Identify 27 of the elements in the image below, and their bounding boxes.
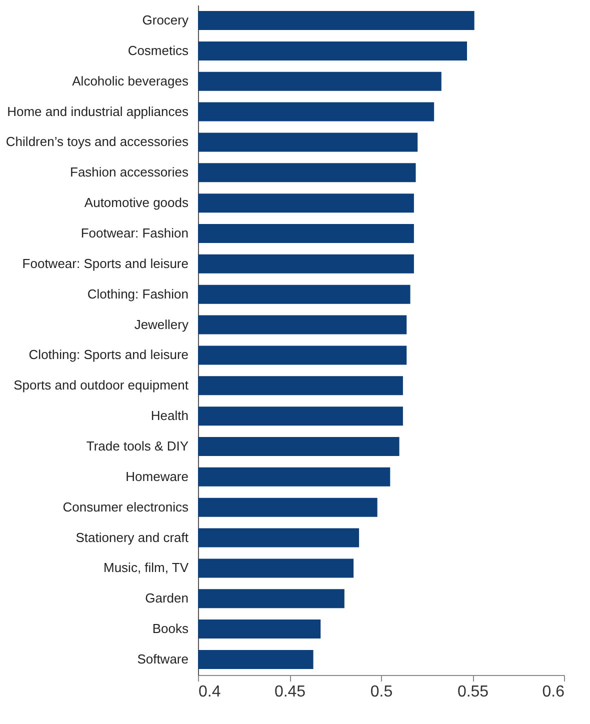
y-tick-label: Fashion accessories	[70, 164, 189, 180]
y-tick-label: Software	[137, 651, 188, 666]
y-tick-label: Consumer electronics	[62, 499, 189, 514]
y-tick-label: Trade tools & DIY	[86, 438, 189, 454]
x-tick-label: 0.6	[542, 684, 565, 700]
y-tick-label: Footwear: Fashion	[80, 226, 188, 241]
y-tick-label: Homeware	[126, 468, 188, 484]
x-tick-label: 0.55	[457, 684, 489, 700]
y-tick-label: Grocery	[142, 12, 189, 28]
y-tick-label: Automotive goods	[84, 195, 189, 210]
y-tick-label: Health	[150, 408, 188, 424]
y-tick-label: Clothing: Sports and leisure	[28, 347, 188, 362]
y-tick-label: Music, film, TV	[104, 560, 189, 576]
y-tick-label: Footwear: Sports and leisure	[22, 256, 188, 271]
y-tick-label: Cosmetics	[128, 42, 189, 58]
x-tick-label: 0.45	[274, 684, 306, 700]
y-tick-label: Home and industrial appliances	[7, 104, 189, 119]
y-tick-label: Jewellery	[134, 316, 189, 332]
y-tick-label: Children’s toys and accessories	[6, 134, 189, 150]
y-tick-label: Clothing: Fashion	[87, 286, 188, 302]
y-tick-label: Alcoholic beverages	[72, 73, 189, 88]
y-tick-label: Books	[152, 621, 189, 636]
y-tick-label: Sports and outdoor equipment	[14, 378, 189, 393]
y-tick-label: Stationery and craft	[76, 530, 189, 545]
x-tick-label: 0.5	[370, 684, 393, 700]
x-tick-label: 0.4	[198, 684, 221, 700]
y-tick-label: Garden	[145, 590, 188, 606]
